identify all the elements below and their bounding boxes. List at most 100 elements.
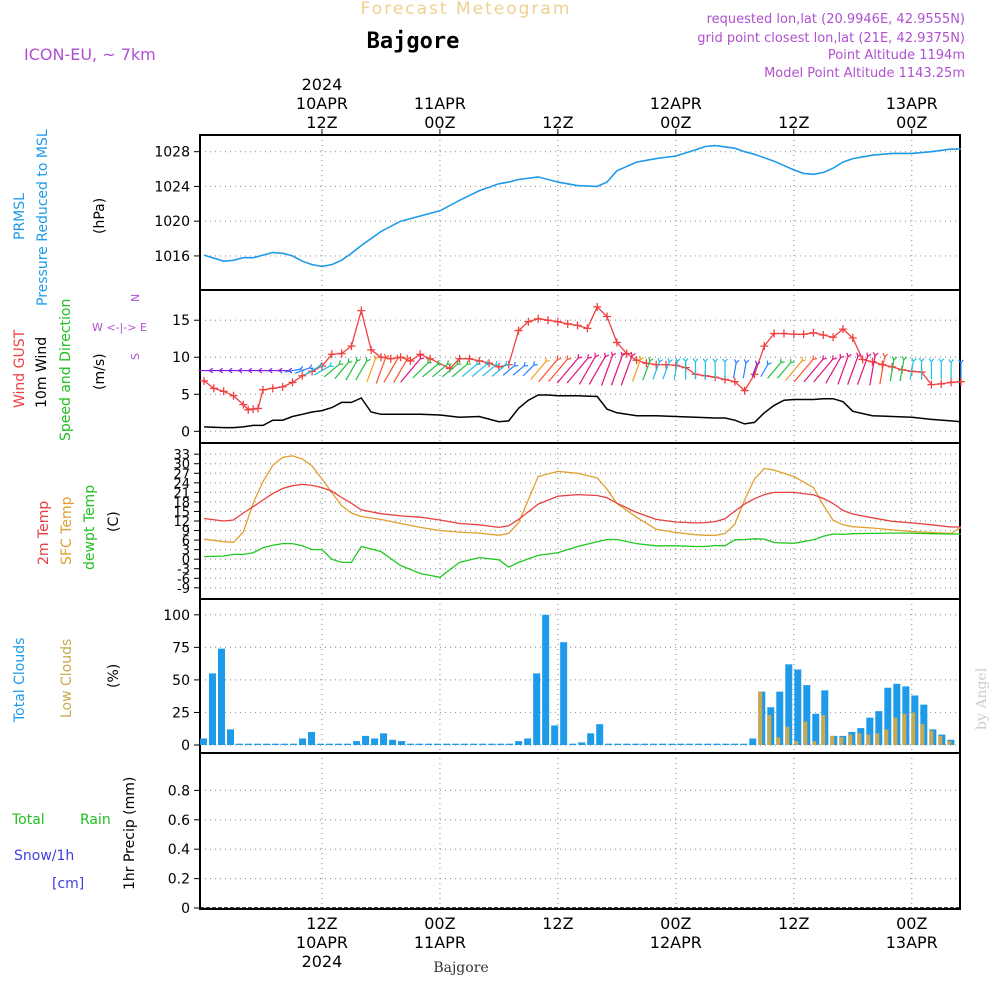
- wind-arrow: [692, 358, 699, 380]
- wind-arrow: [785, 356, 807, 381]
- wind-arrow: [869, 351, 879, 386]
- chart-title: Forecast Meteogram: [361, 0, 572, 19]
- wind-arrow: [938, 358, 945, 380]
- gust-marker: [386, 354, 395, 363]
- gust-marker: [789, 330, 798, 339]
- gust-marker: [347, 342, 356, 351]
- wind-arrow-head: [692, 358, 699, 363]
- wind-arrow-head: [733, 359, 740, 364]
- wind-arrow-shaft: [502, 365, 515, 376]
- wind-arrow-head: [856, 352, 862, 357]
- wind-arrow: [451, 360, 472, 378]
- wind-arrow-shaft: [530, 361, 547, 380]
- wind-arrow-head: [743, 359, 750, 364]
- total-cloud-bar: [371, 738, 379, 745]
- wind-arrow-shaft: [673, 361, 679, 380]
- wind-arrow-head: [604, 352, 610, 358]
- wind-arrow-head: [436, 360, 442, 365]
- wind-arrow-head: [789, 358, 795, 364]
- wind-arrow-head: [365, 357, 371, 362]
- wind-arrow: [294, 364, 314, 374]
- wind-arrow: [620, 351, 636, 386]
- wind-arrow-head: [872, 351, 879, 357]
- wind-labels: Wind GUST 10m Wind Speed and Direction (…: [12, 294, 147, 441]
- total-cloud-bar: [812, 713, 820, 745]
- gust-marker: [406, 356, 415, 365]
- precip-labels: Total Rain Snow/1h [cm] 1hr Precip (mm): [11, 777, 138, 892]
- wind-arrow-head: [812, 355, 817, 361]
- bottom-time-label: 12Z: [542, 914, 573, 933]
- total-cloud-bar: [398, 741, 406, 745]
- total-cloud-bar: [668, 743, 676, 745]
- wind-arrow-head: [495, 360, 500, 366]
- wind-arrow-head: [682, 357, 689, 362]
- low-cloud-bar: [947, 741, 952, 745]
- gust-marker: [298, 371, 307, 380]
- gust-marker: [426, 354, 435, 363]
- total-cloud-bar: [641, 743, 649, 745]
- wind-speed-dir-label: Speed and Direction: [58, 299, 74, 441]
- wind-arrow-head: [566, 355, 572, 361]
- watermark: by Angel: [974, 667, 990, 730]
- wind-arrow-shaft: [803, 358, 824, 383]
- gust-marker: [612, 338, 621, 347]
- wind-arrow-head: [466, 360, 472, 365]
- wind-arrow: [304, 362, 324, 376]
- total-cloud-bar: [209, 673, 217, 745]
- gust-marker: [553, 317, 562, 326]
- wind-arrow: [323, 360, 344, 378]
- total-cloud-bar: [749, 738, 757, 745]
- wind-arrow: [632, 355, 645, 382]
- wind-arrow: [918, 357, 925, 380]
- total-cloud-bar: [875, 711, 883, 745]
- total-cloud-bar: [713, 743, 721, 745]
- wind-arrow-shaft: [383, 358, 399, 383]
- top-time-label: 00Z: [424, 113, 455, 132]
- wind-arrow: [767, 358, 785, 379]
- total-cloud-bar: [776, 691, 784, 745]
- wind-arrow: [712, 358, 718, 380]
- wind-arrow-head: [577, 354, 583, 359]
- wind-arrow-head: [891, 356, 898, 361]
- total-cloud-bar: [461, 743, 469, 745]
- y-tick-label: 1028: [154, 145, 190, 161]
- y-tick-label: 0.4: [168, 842, 190, 858]
- wind-arrow-shaft: [742, 362, 747, 379]
- wind-arrow: [412, 359, 432, 379]
- wind-arrow-shaft: [632, 359, 642, 382]
- wind-arrow: [837, 352, 852, 385]
- total-cloud-bar: [659, 743, 667, 745]
- wind-arrow: [742, 359, 750, 379]
- wind-arrow-head: [533, 361, 538, 366]
- wind-arrow-shaft: [366, 359, 376, 383]
- total-cloud-bar: [614, 743, 622, 745]
- low-cloud-bar: [758, 691, 763, 745]
- wind-arrow-head: [383, 353, 390, 359]
- y-tick-label: 9: [182, 525, 190, 540]
- wind-arrow-head: [338, 360, 344, 365]
- total-cloud-bar: [443, 743, 451, 745]
- wind-arrow-shaft: [304, 365, 321, 376]
- gust-marker: [868, 357, 877, 366]
- wind-arrow: [909, 357, 917, 380]
- wind-arrow-shaft: [879, 356, 886, 385]
- wind-arrow-shaft: [323, 363, 340, 378]
- y-tick-label: 3: [182, 544, 190, 559]
- total-cloud-bar: [299, 738, 307, 745]
- wind-arrow-shaft: [432, 363, 448, 378]
- low-cloud-bar: [830, 735, 835, 745]
- total-cloud-bar: [506, 743, 514, 745]
- requested-coords: requested lon,lat (20.9946E, 42.9555N): [707, 12, 965, 27]
- wind-arrow-head: [766, 360, 772, 366]
- gust-marker: [819, 331, 828, 340]
- total-cloud-bar: [272, 743, 280, 745]
- gust-marker: [455, 354, 464, 363]
- wind-arrow: [732, 359, 740, 379]
- gridpoint-coords: grid point closest lon,lat (21E, 42.9375…: [697, 31, 965, 46]
- compass-we: W <-|-> E: [92, 321, 147, 334]
- gust-marker: [524, 317, 533, 326]
- y-tick-label: 0: [181, 901, 190, 917]
- wind-arrow: [889, 356, 898, 382]
- dewpt-line: [203, 532, 961, 578]
